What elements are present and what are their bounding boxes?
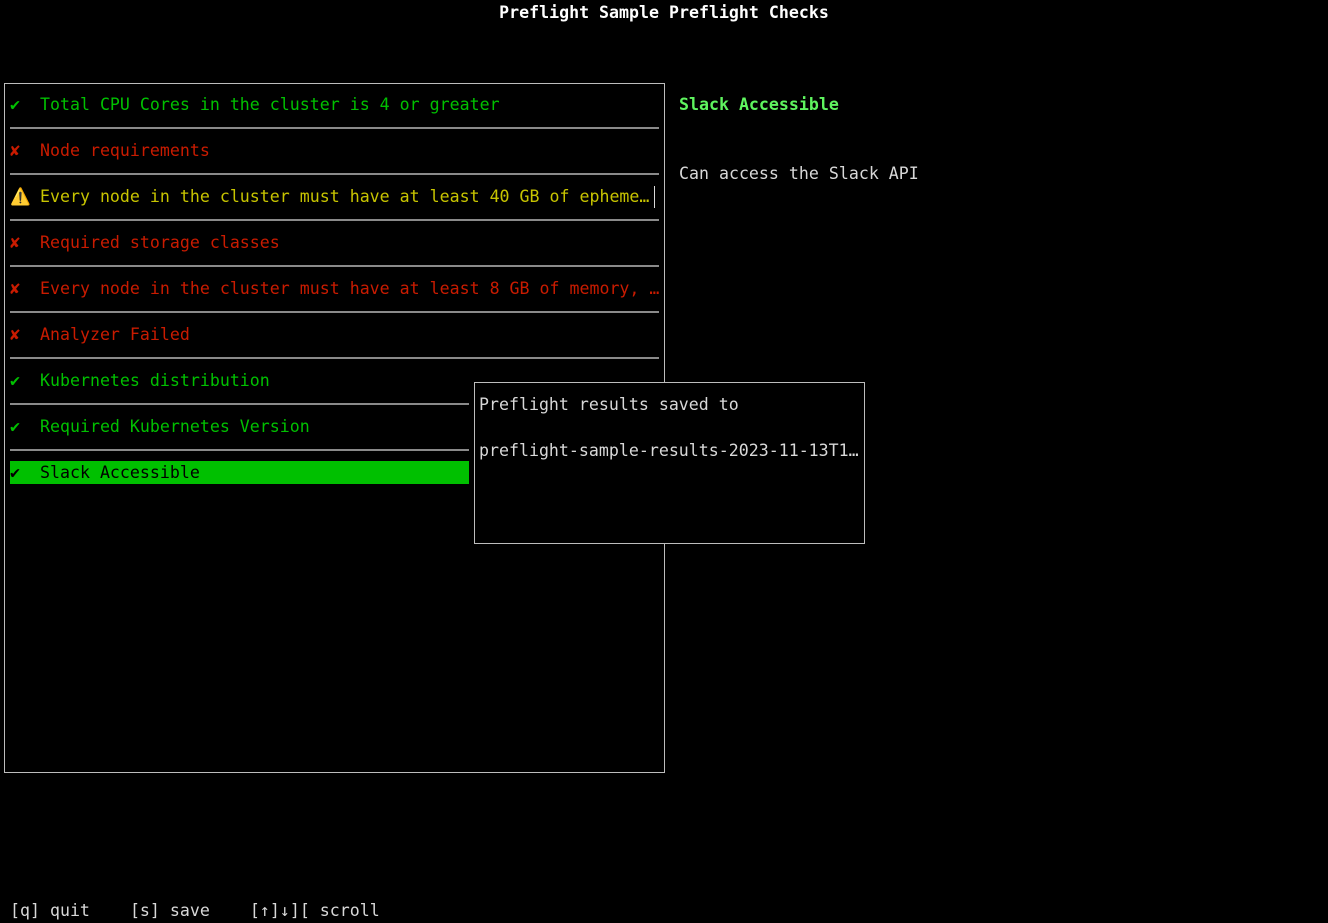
check-label: Every node in the cluster must have at l… — [40, 279, 660, 298]
check-separator — [10, 219, 659, 221]
scroll-key-hint[interactable]: [↑]↓][ scroll — [249, 901, 380, 920]
detail-description: Can access the Slack API — [679, 164, 919, 183]
check-item[interactable]: ✘ Node requirements — [10, 139, 210, 162]
check-item[interactable]: ⚠️ Every node in the cluster must have at… — [10, 185, 649, 208]
check-separator — [10, 403, 469, 405]
check-label: Every node in the cluster must have at l… — [40, 187, 650, 206]
check-item[interactable]: ✔ Kubernetes distribution — [10, 369, 270, 392]
check-icon: ✔ — [10, 417, 20, 436]
detail-title: Slack Accessible — [679, 95, 839, 114]
check-label: Analyzer Failed — [40, 325, 190, 344]
check-separator — [10, 173, 659, 175]
quit-key-hint[interactable]: [q] quit — [10, 901, 90, 920]
check-separator — [10, 449, 469, 451]
check-item[interactable]: ✔ Total CPU Cores in the cluster is 4 or … — [10, 93, 500, 116]
check-item[interactable]: ✔ Slack Accessible — [10, 461, 469, 484]
app-title: Preflight Sample Preflight Checks — [499, 3, 829, 22]
check-label: Node requirements — [40, 141, 210, 160]
cross-icon: ✘ — [10, 233, 20, 252]
check-separator — [10, 127, 659, 129]
check-label: Total CPU Cores in the cluster is 4 or g… — [40, 95, 500, 114]
footer-keybindings: [q] quit [s] save [↑]↓][ scroll — [10, 899, 420, 922]
check-item[interactable]: ✘ Required storage classes — [10, 231, 280, 254]
warning-icon: ⚠️ — [10, 187, 31, 206]
check-label: Required storage classes — [40, 233, 280, 252]
check-label: Required Kubernetes Version — [40, 417, 310, 436]
save-key-hint[interactable]: [s] save — [129, 901, 210, 920]
check-icon: ✔ — [10, 371, 20, 390]
check-item[interactable]: ✘ Analyzer Failed — [10, 323, 190, 346]
check-item[interactable]: ✔ Required Kubernetes Version — [10, 415, 310, 438]
check-item[interactable]: ✘ Every node in the cluster must have at … — [10, 277, 659, 300]
check-separator — [10, 311, 659, 313]
check-icon: ✔ — [10, 95, 20, 114]
cursor-bar — [654, 186, 655, 208]
popup-filename: preflight-sample-results-2023-11-13T1… — [479, 441, 859, 460]
check-separator — [10, 357, 659, 359]
check-icon: ✔ — [10, 463, 20, 482]
popup-message: Preflight results saved to — [479, 395, 739, 414]
check-label: Slack Accessible — [40, 463, 200, 482]
cross-icon: ✘ — [10, 325, 20, 344]
check-label: Kubernetes distribution — [40, 371, 270, 390]
check-separator — [10, 265, 659, 267]
save-results-popup: Preflight results saved to preflight-sam… — [474, 382, 865, 544]
cross-icon: ✘ — [10, 279, 20, 298]
cross-icon: ✘ — [10, 141, 20, 160]
